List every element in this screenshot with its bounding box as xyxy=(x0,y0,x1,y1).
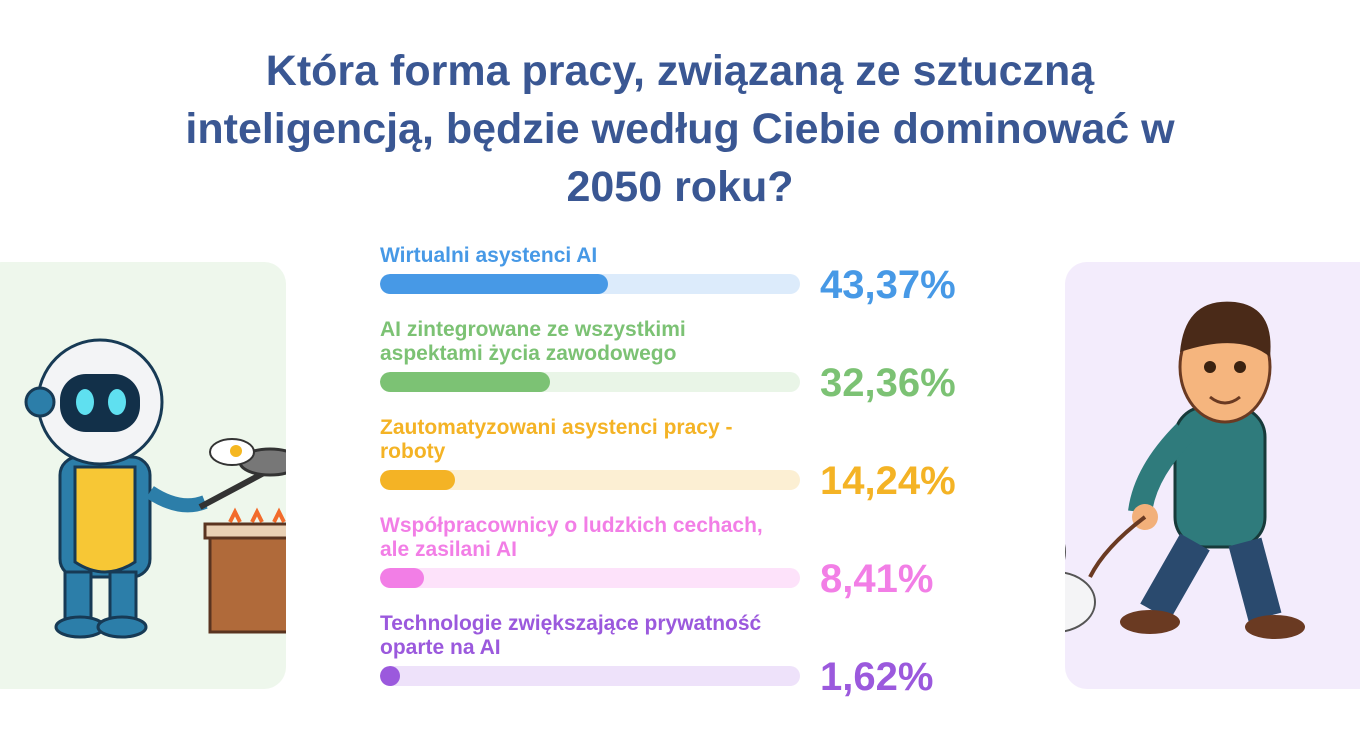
category-label: Wirtualni asystenci AI xyxy=(380,244,598,267)
value-label: 14,24% xyxy=(820,459,956,503)
category-label: AI zintegrowane ze wszystkimi aspektami … xyxy=(380,318,686,365)
bar xyxy=(380,568,425,588)
value-label: 43,37% xyxy=(820,263,956,307)
category-label: Zautomatyzowani asystenci pracy - roboty xyxy=(380,416,733,463)
bar xyxy=(380,470,455,490)
value-label: 32,36% xyxy=(820,361,956,405)
bar-track xyxy=(380,568,800,588)
bar xyxy=(380,274,608,294)
category-label: Współpracownicy o ludzkich cechach, ale … xyxy=(380,514,763,561)
chart-title: Która forma pracy, związaną ze sztuczną … xyxy=(185,47,1175,211)
category-label: Technologie zwiększające prywatność opar… xyxy=(380,612,762,659)
robot-illustration xyxy=(0,262,286,689)
bar-track xyxy=(380,372,800,392)
bar-track xyxy=(380,666,800,686)
bar-track xyxy=(380,274,800,294)
bar xyxy=(380,372,550,392)
value-label: 8,41% xyxy=(820,557,934,601)
value-label: 1,62% xyxy=(820,655,934,699)
man-illustration xyxy=(1065,262,1360,689)
bar-track xyxy=(380,470,800,490)
bar xyxy=(380,666,400,686)
